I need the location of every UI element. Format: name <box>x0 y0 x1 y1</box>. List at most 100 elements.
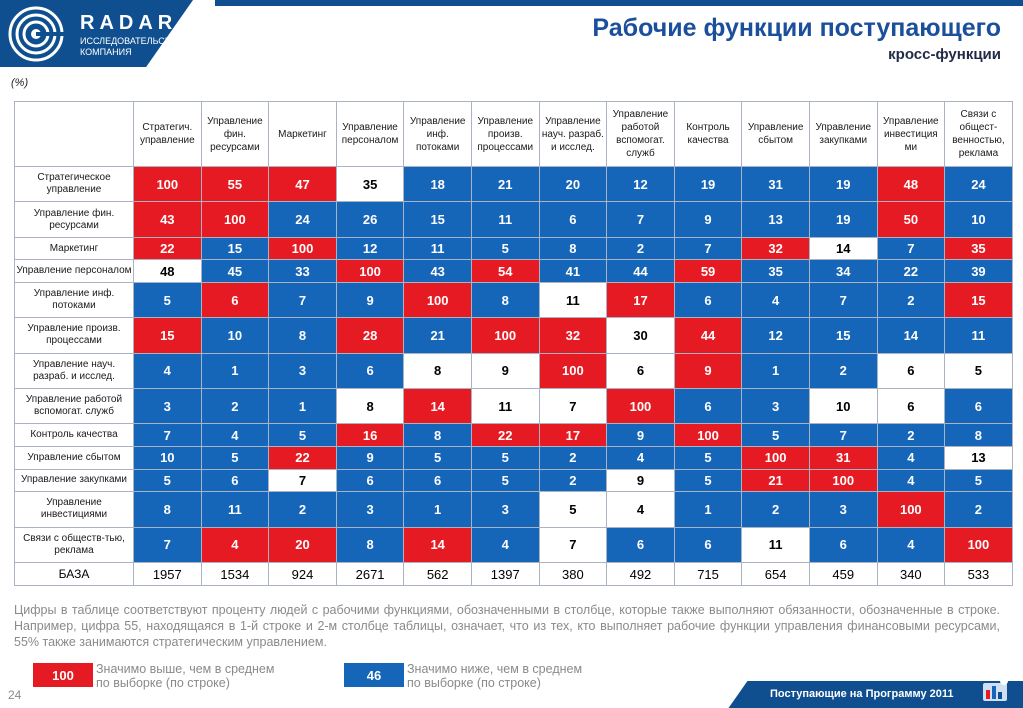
base-row: БАЗА 1957 1534 924 2671 562 1397 380 492 715 654 45… <box>14 562 1013 586</box>
table-cell: 43 <box>403 259 472 283</box>
base-cell: 2671 <box>335 562 405 586</box>
table-cell: 100 <box>808 468 878 493</box>
table-cell: 7 <box>538 387 608 425</box>
table-cell: 2 <box>268 491 337 528</box>
header-bar <box>215 0 1023 6</box>
table-cell: 14 <box>403 387 472 425</box>
legend-below-swatch: 46 <box>344 663 404 687</box>
table-cell: 100 <box>335 259 405 283</box>
base-cell: 924 <box>268 562 337 586</box>
table-row: Управление науч. разраб. и исслед. 4 1 3 6 8 9… <box>14 352 1013 389</box>
footer-bar: Поступающие на Программу 2011 <box>760 677 1023 708</box>
row-header: Управление инф. потоками <box>14 281 134 319</box>
table-cell: 7 <box>808 423 878 447</box>
table-cell: 5 <box>268 423 337 447</box>
table-cell: 12 <box>335 236 405 261</box>
table-cell: 48 <box>876 165 946 203</box>
table-cell: 7 <box>268 468 337 493</box>
table-row: Управление произв. процессами 15 10 8 28 21 10… <box>14 317 1013 354</box>
brand-subtitle-line1: ИССЛЕДОВАТЕЛЬСКАЯ <box>80 36 183 46</box>
table-cell: 2 <box>876 281 946 319</box>
table-cell: 14 <box>808 236 878 261</box>
base-cell: 715 <box>673 562 743 586</box>
table-cell: 11 <box>538 281 608 319</box>
table-cell: 6 <box>808 526 878 564</box>
column-header: Связи с общест-венностью, реклама <box>944 101 1013 167</box>
row-header: Управление закупками <box>14 468 134 493</box>
table-body: Стратегическое управление 100 55 47 35 18 21 20… <box>14 165 1013 586</box>
table-cell: 14 <box>876 317 946 354</box>
table-cell: 11 <box>403 236 472 261</box>
table-cell: 5 <box>403 445 472 470</box>
table-cell: 100 <box>673 423 743 447</box>
table-cell: 2 <box>876 423 946 447</box>
table-cell: 1 <box>403 491 472 528</box>
table-cell: 55 <box>200 165 270 203</box>
table-cell: 6 <box>335 352 405 389</box>
table-cell: 7 <box>268 281 337 319</box>
table-cell: 6 <box>876 352 946 389</box>
table-cell: 50 <box>876 201 946 238</box>
table-cell: 1 <box>200 352 270 389</box>
table-cell: 2 <box>538 445 608 470</box>
column-header: Контроль качества <box>673 101 743 167</box>
table-cell: 22 <box>876 259 946 283</box>
table-cell: 11 <box>470 201 540 238</box>
table-cell: 30 <box>606 317 675 354</box>
table-cell: 4 <box>741 281 810 319</box>
table-cell: 20 <box>268 526 337 564</box>
table-cell: 16 <box>335 423 405 447</box>
table-cell: 2 <box>808 352 878 389</box>
table-cell: 31 <box>808 445 878 470</box>
table-cell: 22 <box>470 423 540 447</box>
table-cell: 44 <box>673 317 743 354</box>
table-cell: 32 <box>741 236 810 261</box>
table-cell: 4 <box>876 526 946 564</box>
table-cell: 4 <box>606 491 675 528</box>
table-row: Управление инф. потоками 5 6 7 9 100 8 11 17 6 4 7 2… <box>14 281 1013 319</box>
table-cell: 14 <box>403 526 472 564</box>
table-cell: 9 <box>673 352 743 389</box>
base-cell: 1957 <box>133 562 202 586</box>
base-cell: 1534 <box>200 562 270 586</box>
column-header: Управление сбытом <box>741 101 810 167</box>
base-cell: 533 <box>944 562 1013 586</box>
row-header: Маркетинг <box>14 236 134 261</box>
table-cell: 2 <box>538 468 608 493</box>
table-cell: 5 <box>944 468 1013 493</box>
base-cell: 340 <box>876 562 946 586</box>
row-header: Контроль качества <box>14 423 134 447</box>
table-cell: 7 <box>133 526 202 564</box>
table-cell: 6 <box>538 201 608 238</box>
table-cell: 5 <box>741 423 810 447</box>
table-cell: 8 <box>538 236 608 261</box>
table-cell: 8 <box>403 352 472 389</box>
table-cell: 4 <box>876 445 946 470</box>
column-header: Маркетинг <box>268 101 337 167</box>
table-cell: 15 <box>403 201 472 238</box>
table-cell: 13 <box>944 445 1013 470</box>
table-cell: 3 <box>133 387 202 425</box>
base-cell: 562 <box>403 562 472 586</box>
table-cell: 26 <box>335 201 405 238</box>
table-cell: 22 <box>133 236 202 261</box>
brand-logo-block: RADAR ИССЛЕДОВАТЕЛЬСКАЯ КОМПАНИЯ <box>0 0 215 67</box>
row-header: Управление персоналом <box>14 259 134 283</box>
table-cell: 11 <box>944 317 1013 354</box>
cross-function-table: Стратегич. управление Управление фин. рес… <box>14 101 1013 586</box>
students-icon <box>983 677 1008 701</box>
table-cell: 5 <box>470 236 540 261</box>
table-cell: 6 <box>403 468 472 493</box>
table-cell: 6 <box>944 387 1013 425</box>
base-cell: 1397 <box>470 562 540 586</box>
table-cell: 6 <box>200 281 270 319</box>
table-cell: 6 <box>673 281 743 319</box>
table-cell: 6 <box>673 526 743 564</box>
row-header: Стратегическое управление <box>14 165 134 203</box>
base-cell: 654 <box>741 562 810 586</box>
table-row: Управление инвестициями 8 11 2 3 1 3 5 4 1 2 3 100 2 <box>14 491 1013 528</box>
column-header: Управление науч. разраб. и исслед. <box>538 101 608 167</box>
table-cell: 43 <box>133 201 202 238</box>
table-cell: 31 <box>741 165 810 203</box>
table-cell: 8 <box>944 423 1013 447</box>
